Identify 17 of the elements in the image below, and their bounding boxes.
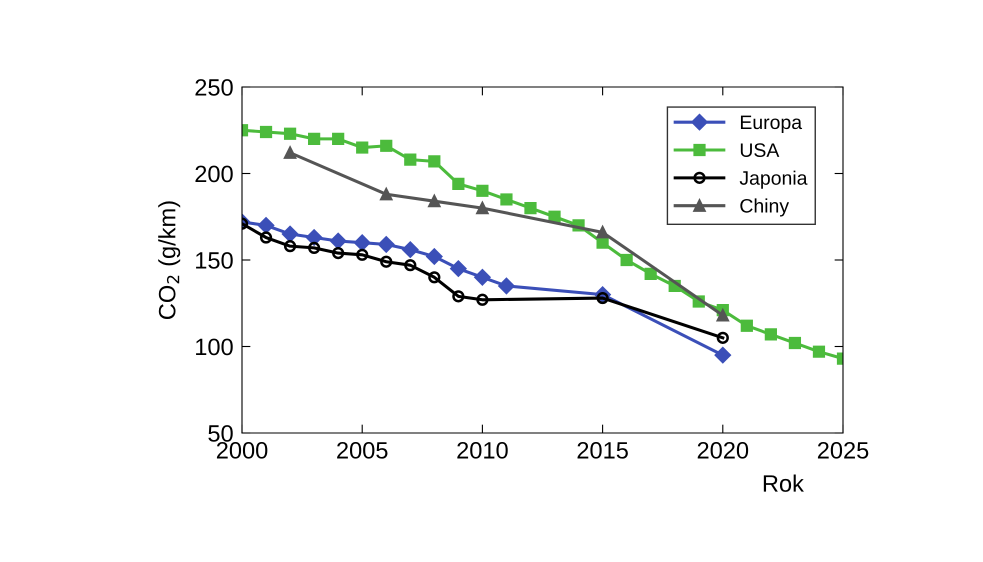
legend-label: USA [740,143,780,158]
y-tick-label: 250 [195,79,233,96]
y-axis-title: CO$_{2}$ (g/km) [158,201,180,320]
y-tick-label: 150 [196,252,233,269]
y-tick-label: 50 [208,425,233,442]
legend-label: Chiny [740,198,790,217]
y-tick-label: 100 [196,338,233,356]
y-tick-label: 200 [195,166,233,182]
x-tick-label: 2020 [698,442,748,459]
x-axis-title: Rok [764,474,804,492]
x-tick-label: 2025 [818,442,868,459]
legend-label: Europa [740,116,802,134]
legend-label: Japonia [740,170,808,189]
x-tick-label: 2005 [337,442,388,459]
x-tick-label: 2015 [578,442,628,459]
x-tick-label: 2010 [457,442,508,459]
x-tick-label: 2000 [216,442,268,459]
